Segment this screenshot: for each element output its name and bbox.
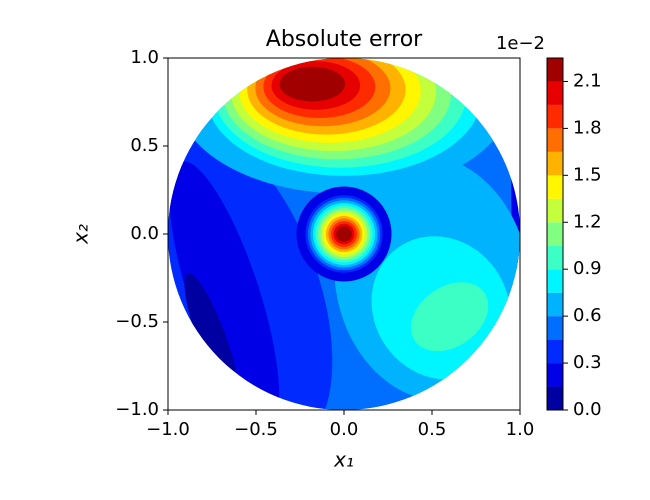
colorbar-tick-label: 0.6 [573, 305, 602, 326]
colorbar-band [547, 175, 563, 199]
contour-region [336, 226, 352, 242]
y-tick-label: −1.0 [115, 399, 159, 420]
colorbar-tick-label: 0.3 [573, 352, 602, 373]
x-tick-label: 0.5 [418, 419, 447, 440]
colorbar-band [547, 292, 563, 317]
x-tick-label: −1.0 [146, 419, 190, 440]
y-tick-label: 1.0 [130, 47, 159, 68]
colorbar-band [547, 363, 563, 387]
contour-region [279, 66, 346, 102]
colorbar-band [547, 269, 563, 293]
x-tick-label: 1.0 [506, 419, 535, 440]
y-axis-label: x₂ [69, 224, 93, 245]
colorbar-tick-label: 0.9 [573, 258, 602, 279]
colorbar-band [547, 386, 563, 410]
contour-region [169, 161, 280, 410]
colorbar-band [547, 151, 563, 176]
colorbar-band [547, 245, 563, 270]
colorbar-band [547, 222, 563, 246]
colorbar-band [547, 198, 563, 223]
colorbar-band [547, 316, 563, 340]
contour-region [410, 282, 489, 352]
colorbar-tick-label: 2.1 [573, 70, 602, 91]
y-tick-label: 0.0 [130, 223, 159, 244]
y-tick-label: −0.5 [115, 311, 159, 332]
x-tick-label: −0.5 [234, 419, 278, 440]
colorbar-tick-label: 1.5 [573, 164, 602, 185]
colorbar-band [547, 58, 563, 82]
colorbar-band [547, 81, 563, 105]
field [168, 58, 520, 410]
y-tick-label: 0.5 [130, 135, 159, 156]
colorbar-frame [546, 57, 564, 411]
colorbar-tick-label: 1.8 [573, 117, 602, 138]
colorbar-offset: 1e−2 [496, 33, 545, 54]
x-axis-label: x₁ [333, 448, 354, 472]
colorbar-tick-label: 1.2 [573, 211, 602, 232]
chart-title: Absolute error [266, 27, 423, 52]
colorbar-tick-label: 0.0 [573, 399, 602, 420]
colorbar-band [547, 104, 563, 129]
colorbar-band [547, 339, 563, 364]
x-tick-label: 0.0 [330, 419, 359, 440]
colorbar-band [547, 128, 563, 152]
